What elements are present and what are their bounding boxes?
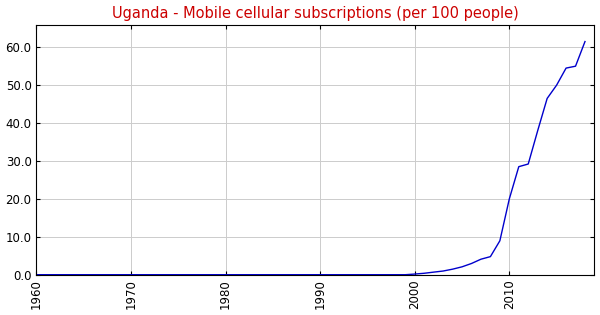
Title: Uganda - Mobile cellular subscriptions (per 100 people): Uganda - Mobile cellular subscriptions (…	[112, 6, 519, 20]
